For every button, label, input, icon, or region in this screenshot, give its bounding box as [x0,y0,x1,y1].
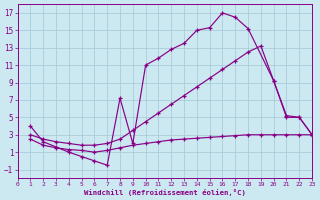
X-axis label: Windchill (Refroidissement éolien,°C): Windchill (Refroidissement éolien,°C) [84,189,246,196]
